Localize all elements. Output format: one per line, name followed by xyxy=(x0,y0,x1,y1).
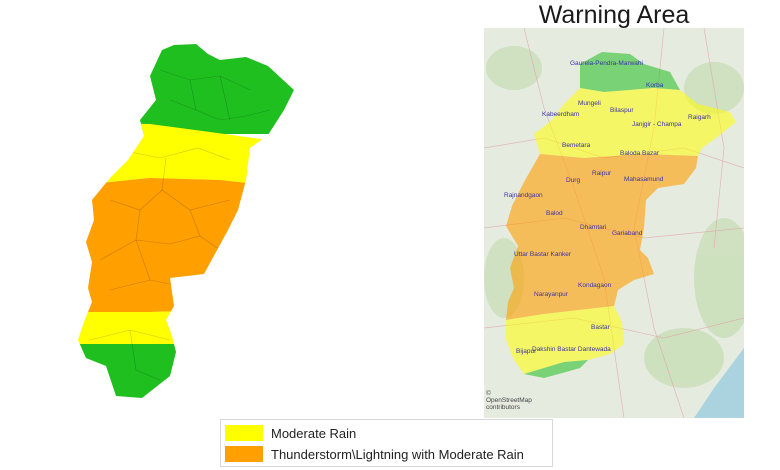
legend-item-moderate-rain: Moderate Rain xyxy=(225,423,356,443)
legend: Moderate Rain Thunderstorm\Lightning wit… xyxy=(220,419,553,467)
legend-label: Thunderstorm\Lightning with Moderate Rai… xyxy=(271,446,524,462)
legend-item-thunderstorm: Thunderstorm\Lightning with Moderate Rai… xyxy=(225,444,524,464)
coast-water xyxy=(694,348,744,418)
district-label: Raigarh xyxy=(688,114,711,121)
district-label: Narayanpur xyxy=(534,291,568,298)
legend-label: Moderate Rain xyxy=(271,425,357,441)
district-label: Bilaspur xyxy=(610,107,634,114)
district-label: Raipur xyxy=(592,170,612,177)
map-title: Warning Area xyxy=(538,1,690,29)
district-label: Janjgir - Champa xyxy=(632,121,682,128)
legend-swatch xyxy=(225,425,263,441)
district-label: Gaurela-Pendra-Marwahi xyxy=(570,60,643,67)
warning-overlay xyxy=(506,52,736,378)
legend-swatch xyxy=(225,446,263,462)
district-label: Bemetara xyxy=(562,142,591,149)
district-label: Baloda Bazar xyxy=(620,150,660,157)
district-label: Durg xyxy=(566,177,581,184)
moderate-rain-overlay-south xyxy=(506,306,624,374)
no-warning-zone-north xyxy=(78,44,294,134)
no-warning-zone-south xyxy=(78,344,294,398)
no-warning-overlay-south xyxy=(524,360,588,378)
warning-zone-map xyxy=(78,44,294,398)
district-label: Uttar Bastar Kanker xyxy=(514,251,572,258)
district-label: Dakshin Bastar Dantewada xyxy=(532,346,611,353)
district-label: Bijapur xyxy=(516,348,537,355)
district-boundaries xyxy=(89,69,271,381)
district-label: Korba xyxy=(646,82,664,89)
osm-warning-map: Gaurela-Pendra-Marwahi Korba Mungeli Bil… xyxy=(484,28,744,418)
district-label: Kondagaon xyxy=(578,282,612,289)
thunderstorm-zone xyxy=(78,178,294,312)
district-label: Balod xyxy=(546,210,563,217)
map-attribution: © OpenStreetMap contributors xyxy=(486,390,532,411)
osm-base-layer xyxy=(484,28,744,418)
district-label: Dhamtari xyxy=(580,224,607,231)
district-label: Kabeerdham xyxy=(542,111,580,118)
district-label: Bastar xyxy=(591,324,610,331)
moderate-rain-overlay-north xyxy=(534,88,736,158)
district-label: Gariaband xyxy=(612,230,643,237)
district-label: Mungeli xyxy=(578,100,601,107)
district-label: Mahasamund xyxy=(624,176,664,183)
no-warning-overlay-north xyxy=(580,52,680,92)
thunderstorm-overlay xyxy=(506,154,698,320)
district-label: Rajnandgaon xyxy=(504,192,543,199)
